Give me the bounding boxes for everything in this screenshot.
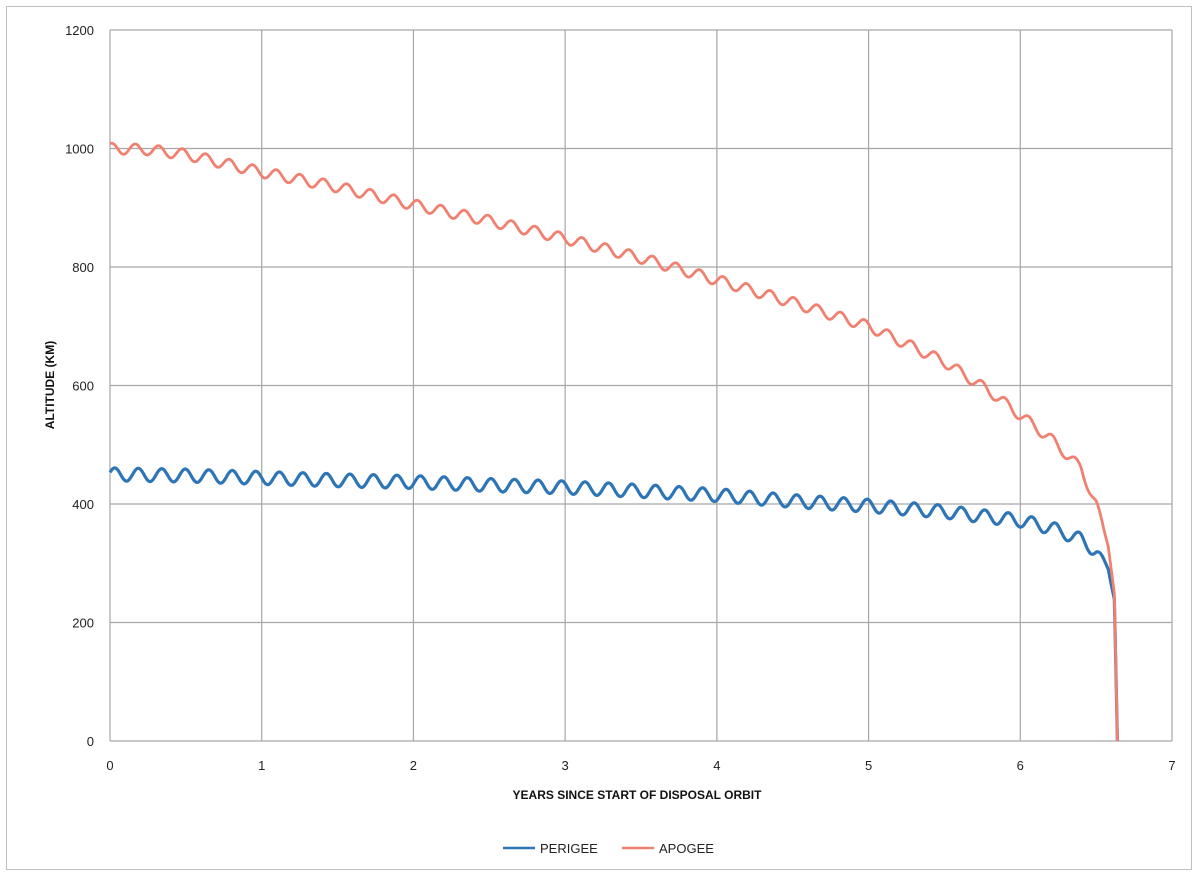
x-tick-label-6: 6 — [1017, 758, 1024, 773]
y-tick-label-1: 200 — [72, 616, 94, 631]
chart-frame — [6, 6, 1192, 870]
plot-series — [108, 141, 1119, 742]
y-axis-title: ALTITUDE (KM) — [43, 341, 57, 429]
x-tick-label-7: 7 — [1168, 758, 1175, 773]
x-tick-label-2: 2 — [410, 758, 417, 773]
legend: PERIGEE APOGEE — [503, 841, 714, 856]
x-axis-title: YEARS SINCE START OF DISPOSAL ORBIT — [513, 788, 763, 802]
grid-lines — [109, 29, 1173, 742]
x-tick-label-1: 1 — [258, 758, 265, 773]
y-tick-label-5: 1000 — [65, 142, 94, 157]
legend-label-perigee: PERIGEE — [540, 841, 598, 856]
legend-label-apogee: APOGEE — [659, 841, 714, 856]
y-tick-label-3: 600 — [72, 379, 94, 394]
y-tick-label-2: 400 — [72, 497, 94, 512]
x-tick-label-3: 3 — [562, 758, 569, 773]
x-tick-label-0: 0 — [106, 758, 113, 773]
y-tick-label-0: 0 — [87, 734, 94, 749]
x-tick-label-4: 4 — [713, 758, 720, 773]
series-line-apogee — [109, 141, 1119, 742]
series-line-perigee — [108, 466, 1119, 742]
y-tick-label-4: 800 — [72, 260, 94, 275]
tick-labels: 0 1 2 3 4 5 6 7 0 200 400 600 800 1000 1200 — [65, 23, 1176, 773]
x-tick-label-5: 5 — [865, 758, 872, 773]
y-tick-label-6: 1200 — [65, 23, 94, 38]
